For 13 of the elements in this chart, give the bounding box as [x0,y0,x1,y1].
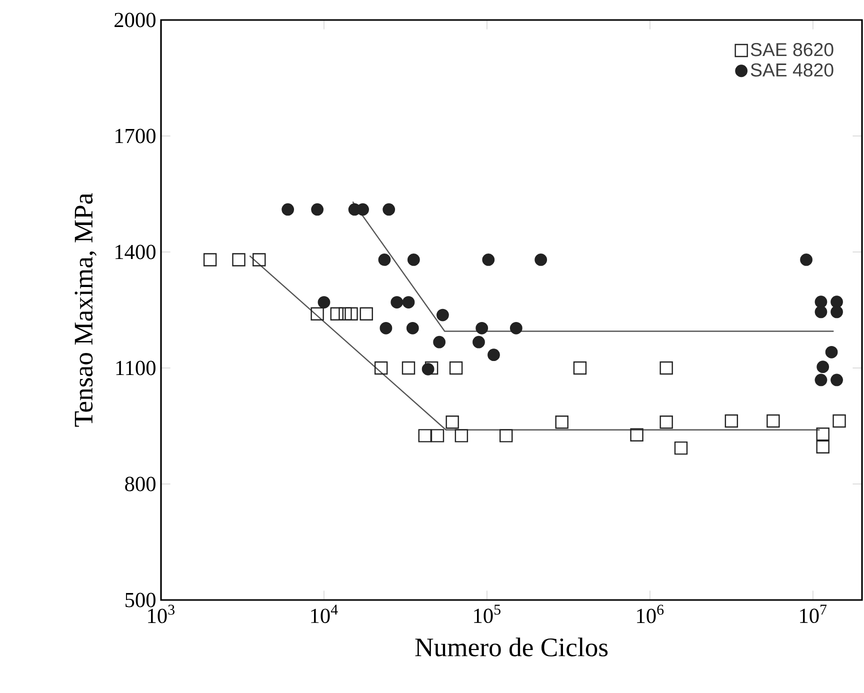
y-tick-label: 1400 [116,244,156,260]
y-tick-label: 800 [125,476,156,492]
legend-label: SAE 8620 [750,42,834,56]
y-tick-label: 2000 [114,12,156,28]
x-tick-label: 10$^{7}$ [800,604,827,624]
x-axis-title: Numero de Ciclos [415,638,608,656]
y-tick-label: 1700 [116,128,156,144]
x-tick-label: 10$^{5}$ [474,604,500,624]
x-tick-label: 10$^{4}$ [311,604,338,624]
x-tick-label: 10$^{6}$ [637,604,664,624]
y-axis-title: Tensao Maxima, MPa [74,193,96,427]
legend-label: SAE 4820 [750,63,834,77]
y-tick-label: 1100 [116,360,156,376]
